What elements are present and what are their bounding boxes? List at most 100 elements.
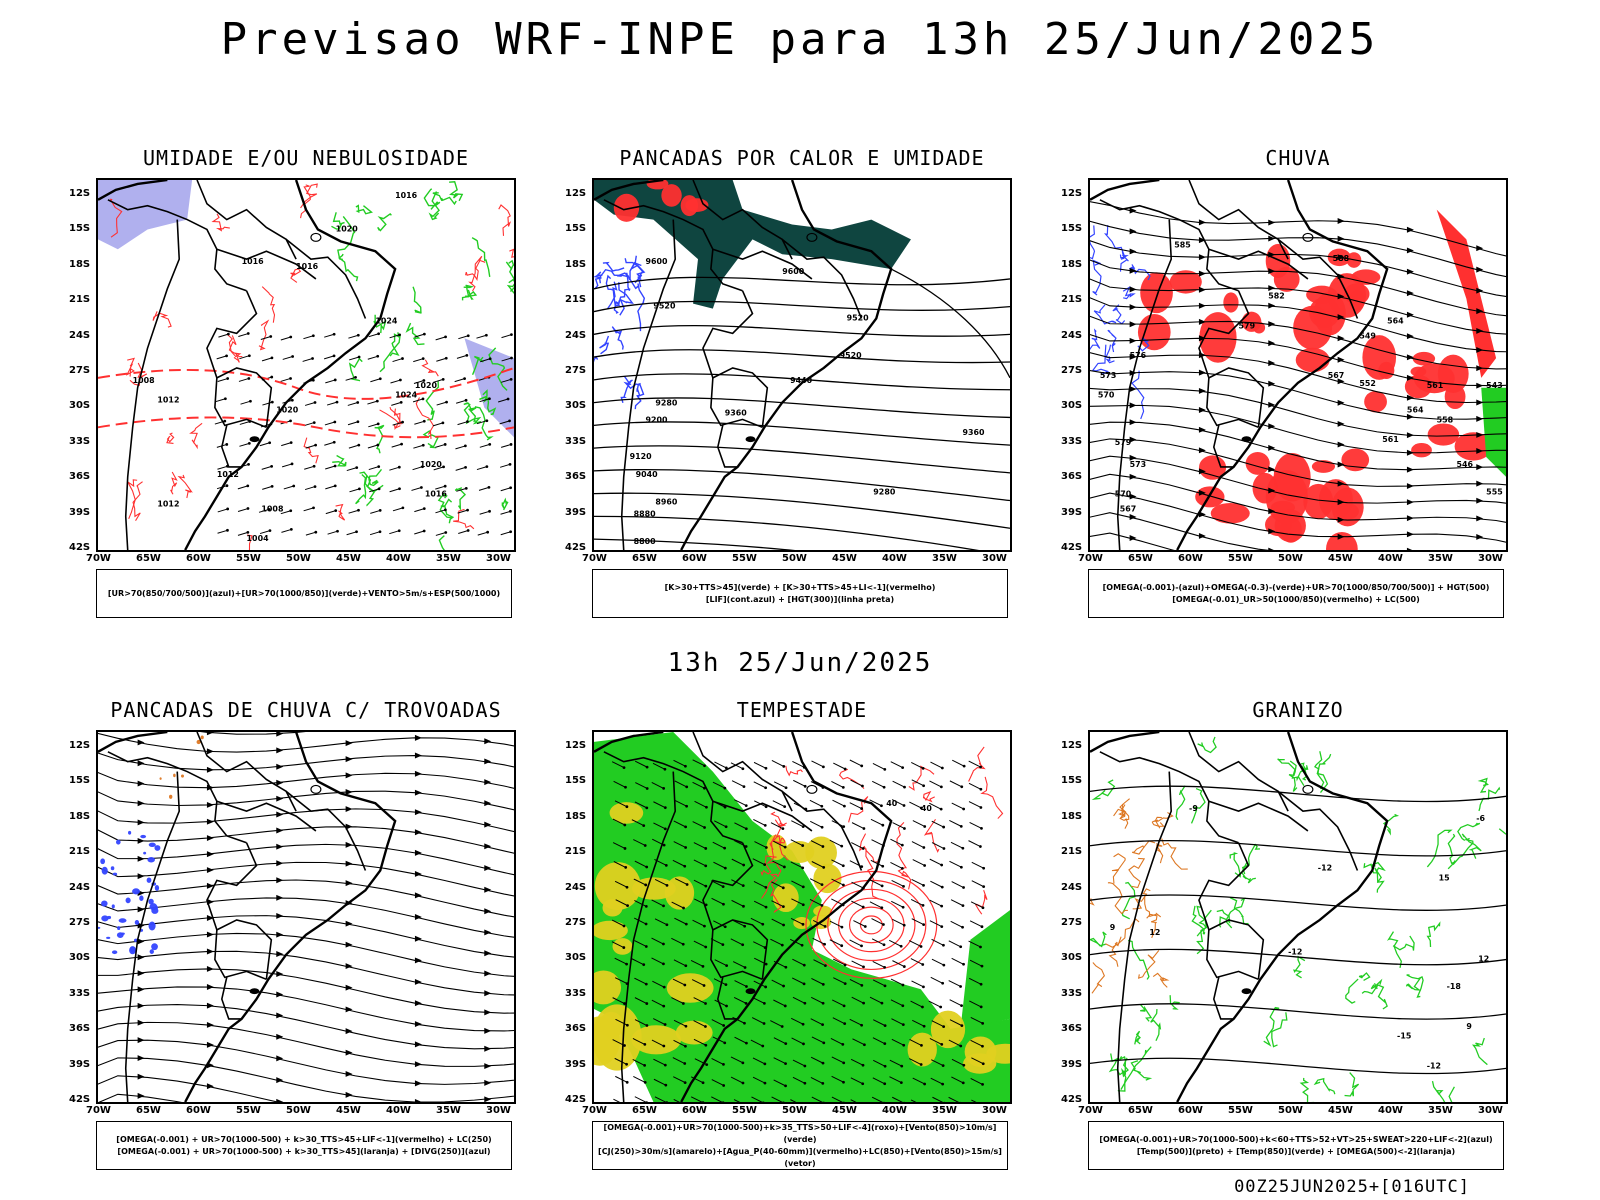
latitude-label: 42S: [69, 542, 91, 553]
longitude-label: 55W: [236, 1105, 261, 1116]
longitude-label: 60W: [1178, 553, 1203, 564]
longitude-label: 55W: [732, 1105, 757, 1116]
latitude-label: 30S: [565, 952, 587, 964]
contour-label: 1016: [425, 490, 448, 499]
longitude-label: 45W: [832, 553, 857, 564]
longitude-label: 35W: [932, 553, 957, 564]
latitude-label: 21S: [1061, 846, 1083, 858]
latitude-label: 42S: [565, 1094, 587, 1105]
map-panel-pancadas-calor: 9600 9600 9520 9520 9520 9440 9360 9360 9280 9280…: [592, 178, 1012, 552]
longitude-label: 50W: [286, 1105, 311, 1116]
longitude-label: 70W: [582, 1105, 607, 1116]
latitude-label: 21S: [1061, 294, 1083, 306]
contour-label: 40: [886, 799, 898, 808]
contour-label: 9280: [655, 399, 678, 408]
legend-line: [OMEGA(-0.001) + UR>70(1000-500) + k>30_…: [117, 1146, 491, 1156]
storm-orange-area: [159, 735, 204, 799]
longitude-label: 30W: [982, 1105, 1007, 1116]
longitude-label: 65W: [136, 1105, 161, 1116]
rain-area-atlantic: [1436, 209, 1497, 378]
longitude-label: 35W: [436, 1105, 461, 1116]
legend-umidade: [UR>70(850/700/500)](azul)+[UR>70(1000/8…: [96, 569, 512, 618]
contour-label: 1016: [242, 257, 265, 266]
latitude-label: 15S: [69, 223, 91, 235]
contour-label: -12: [1318, 864, 1332, 873]
longitude-label: 45W: [336, 1105, 361, 1116]
latitude-label: 30S: [1061, 952, 1083, 964]
latitude-label: 21S: [565, 846, 587, 858]
latitude-label: 21S: [69, 846, 91, 858]
contour-label: 9520: [847, 313, 870, 322]
thickness-dashed: [98, 367, 514, 400]
latitude-label: 30S: [565, 400, 587, 412]
contour-label: 9440: [790, 376, 813, 385]
hgt-labels: 9600 9600 9520 9520 9520 9440 9360 9360 9280 9280…: [630, 257, 985, 546]
map-canvas-tempestade: 40 40: [594, 732, 1010, 1102]
map-base: [1090, 180, 1389, 550]
longitude-label: 40W: [386, 553, 411, 564]
legend-line: [OMEGA(-0.001)+UR>70(1000-500)+k>35_TTS>…: [603, 1122, 997, 1144]
latitude-label: 33S: [1061, 435, 1083, 447]
panel-title-pancadas-calor: PANCADAS POR CALOR E UMIDADE: [619, 146, 985, 170]
legend-line: [LIF](cont.azul) + [HGT(300)](linha pret…: [705, 594, 895, 604]
longitude-label: 30W: [486, 1105, 511, 1116]
contour-label: 1008: [261, 504, 284, 513]
contour-label: 558: [1437, 415, 1454, 424]
contour-label: 570: [1098, 391, 1115, 400]
latitude-label: 27S: [69, 917, 91, 928]
longitude-label: 40W: [386, 1105, 411, 1116]
latitude-label: 12S: [565, 188, 587, 199]
longitude-label: 30W: [982, 553, 1007, 564]
contour-label: 573: [1130, 460, 1147, 469]
latitude-label: 15S: [565, 223, 587, 235]
run-timestamp: 00Z25JUN2025+[016UTC]: [1234, 1177, 1470, 1197]
map-panel-tempestade: 40 40: [592, 730, 1012, 1104]
longitude-label: 35W: [1428, 1105, 1453, 1116]
contour-label: 1012: [157, 396, 179, 405]
latitude-label: 18S: [69, 810, 91, 822]
omega500-contours: [1090, 798, 1188, 994]
contour-label: 1024: [395, 391, 418, 400]
contour-label: 567: [1120, 504, 1137, 513]
humidity-high-area: [98, 180, 193, 250]
longitude-label: 35W: [1428, 553, 1453, 564]
main-title: Previsao WRF-INPE para 13h 25/Jun/2025: [220, 14, 1380, 65]
latitude-label: 18S: [1061, 258, 1083, 270]
longitude-label: 30W: [486, 553, 511, 564]
contour-label: 1016: [296, 262, 319, 271]
latitude-label: 24S: [1061, 881, 1083, 893]
longitude-label: 70W: [582, 553, 607, 564]
map-base: [98, 180, 397, 550]
latitude-label: 18S: [565, 258, 587, 270]
contour-label: 1020: [420, 460, 443, 469]
longitude-label: 65W: [1128, 553, 1153, 564]
legend-line: [OMEGA(-0.001)+UR>70(1000-500)+k<60+TTS>…: [1099, 1134, 1493, 1144]
lc-labels: 40 40: [886, 799, 932, 813]
latitude-label: 15S: [69, 775, 91, 787]
longitude-label: 65W: [136, 553, 161, 564]
longitude-label: 45W: [1328, 1105, 1353, 1116]
contour-label: 1020: [276, 405, 299, 414]
longitude-label: 30W: [1478, 1105, 1503, 1116]
panel-title-granizo: GRANIZO: [1252, 698, 1344, 722]
contour-label: 12: [1149, 928, 1160, 937]
latitude-label: 15S: [1061, 775, 1083, 787]
longitude-label: 65W: [632, 1105, 657, 1116]
streamlines: [1090, 201, 1506, 550]
latitude-label: 27S: [565, 917, 587, 928]
contour-label: 543: [1486, 381, 1503, 390]
legend-trovoadas: [OMEGA(-0.001) + UR>70(1000-500) + k>30_…: [96, 1121, 512, 1170]
jet-core-area-3: [907, 1010, 1010, 1074]
legend-tempestade: [OMEGA(-0.001)+UR>70(1000-500)+k>35_TTS>…: [592, 1121, 1008, 1170]
latitude-label: 33S: [565, 435, 587, 447]
wind850-area-east: [960, 910, 1010, 1029]
contour-label: 1012: [217, 470, 239, 479]
map-base: [594, 732, 893, 1102]
longitude-label: 60W: [1178, 1105, 1203, 1116]
latitude-label: 30S: [1061, 400, 1083, 412]
contour-label: 9360: [962, 428, 985, 437]
streamlines: [98, 732, 514, 1102]
map-panel-chuva: 585 588 582 579 576 573 570 567 564 561 558 555 552 5…: [1088, 178, 1508, 552]
contour-label: 1008: [133, 376, 156, 385]
rain-area-south: [1195, 448, 1370, 550]
